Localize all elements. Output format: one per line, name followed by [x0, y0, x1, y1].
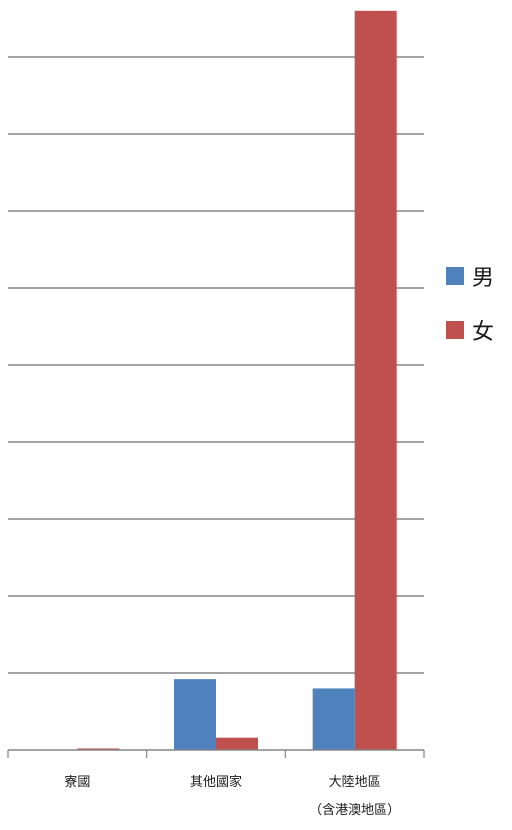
- bar-female-0: [77, 748, 120, 750]
- x-axis: [7, 749, 425, 758]
- category-labels: 寮國 其他國家 大陸地區 （含港澳地區）: [64, 774, 400, 818]
- legend-swatch-male: [446, 267, 464, 285]
- bar-female-2: [354, 10, 397, 751]
- legend-label-female: 女: [472, 320, 494, 345]
- legend-swatch-female: [446, 321, 464, 339]
- category-label-1: 其他國家: [190, 774, 242, 790]
- category-label-2: 大陸地區: [329, 774, 381, 790]
- bars: [77, 10, 397, 751]
- category-label-2-line2: （含港澳地區）: [309, 802, 400, 818]
- bar-male-1: [174, 679, 216, 750]
- bar-male-2: [312, 688, 355, 750]
- category-label-0: 寮國: [64, 774, 90, 790]
- bar-female-1: [216, 737, 258, 750]
- legend: 男女: [446, 266, 494, 345]
- gridlines: [8, 56, 424, 674]
- legend-label-male: 男: [472, 266, 494, 291]
